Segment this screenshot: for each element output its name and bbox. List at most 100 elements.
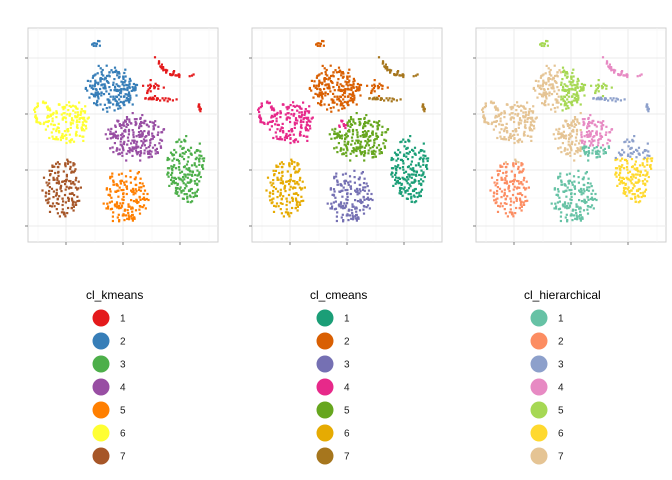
legend-item: 1 bbox=[92, 309, 126, 327]
scatter-point bbox=[508, 190, 511, 193]
scatter-point bbox=[589, 206, 592, 209]
scatter-point bbox=[349, 83, 352, 87]
scatter-point bbox=[282, 215, 285, 218]
scatter-point bbox=[575, 212, 578, 215]
scatter-point bbox=[281, 103, 285, 106]
scatter-point bbox=[289, 141, 292, 145]
scatter-point bbox=[422, 154, 425, 157]
scatter-point bbox=[55, 202, 58, 205]
scatter-point bbox=[639, 192, 642, 195]
scatter-point bbox=[336, 211, 339, 214]
scatter-point bbox=[543, 102, 546, 105]
scatter-point bbox=[107, 81, 110, 84]
scatter-point bbox=[126, 136, 130, 139]
scatter-point bbox=[116, 134, 119, 137]
scatter-point bbox=[281, 166, 284, 169]
scatter-point bbox=[361, 188, 365, 191]
scatter-point bbox=[127, 139, 130, 142]
scatter-point bbox=[360, 153, 363, 156]
scatter-point bbox=[642, 194, 645, 197]
scatter-point bbox=[367, 144, 370, 147]
scatter-point bbox=[178, 168, 181, 171]
scatter-point bbox=[354, 199, 357, 202]
scatter-point bbox=[643, 194, 646, 198]
scatter-point bbox=[294, 182, 297, 185]
scatter-point bbox=[392, 184, 395, 187]
scatter-point bbox=[569, 154, 572, 157]
scatter-point bbox=[388, 68, 391, 71]
scatter-point bbox=[555, 128, 558, 131]
scatter-point bbox=[500, 178, 503, 181]
scatter-point bbox=[581, 217, 584, 220]
scatter-point bbox=[71, 192, 74, 195]
scatter-point bbox=[109, 137, 112, 140]
scatter-point bbox=[415, 170, 418, 173]
scatter-point bbox=[372, 156, 375, 159]
scatter-point bbox=[376, 96, 379, 99]
scatter-point bbox=[187, 181, 190, 184]
scatter-point bbox=[115, 149, 118, 152]
scatter-point bbox=[618, 167, 622, 170]
scatter-point bbox=[129, 79, 132, 82]
scatter-point bbox=[610, 69, 613, 72]
scatter-point bbox=[364, 152, 367, 155]
scatter-point bbox=[579, 217, 582, 220]
scatter-point bbox=[416, 73, 419, 76]
scatter-point bbox=[520, 209, 523, 212]
scatter-point bbox=[55, 116, 58, 119]
scatter-point bbox=[60, 211, 63, 214]
scatter-point bbox=[173, 148, 176, 152]
scatter-point bbox=[306, 139, 309, 142]
scatter-point bbox=[319, 42, 322, 45]
scatter-point bbox=[130, 89, 133, 92]
scatter-point bbox=[339, 184, 342, 187]
scatter-point bbox=[127, 212, 130, 215]
scatter-point bbox=[577, 122, 580, 125]
scatter-point bbox=[391, 97, 394, 100]
scatter-point bbox=[358, 178, 361, 181]
scatter-point bbox=[44, 195, 47, 198]
scatter-point bbox=[111, 146, 114, 149]
scatter-point bbox=[122, 102, 125, 105]
scatter-point bbox=[115, 95, 118, 98]
scatter-point bbox=[394, 167, 398, 170]
scatter-point bbox=[151, 146, 155, 149]
scatter-point bbox=[572, 128, 575, 131]
scatter-point bbox=[416, 195, 419, 199]
scatter-point bbox=[550, 108, 553, 111]
scatter-point bbox=[57, 171, 60, 174]
scatter-point bbox=[72, 182, 75, 185]
scatter-point bbox=[510, 180, 513, 183]
scatter-point bbox=[602, 82, 605, 85]
scatter-point bbox=[503, 188, 506, 191]
scatter-point bbox=[279, 138, 282, 141]
scatter-point bbox=[580, 89, 583, 92]
scatter-point bbox=[318, 81, 322, 84]
scatter-point bbox=[100, 84, 103, 87]
scatter-point bbox=[68, 101, 71, 104]
scatter-point bbox=[512, 183, 515, 186]
legend-key bbox=[92, 355, 110, 373]
scatter-point bbox=[56, 197, 59, 200]
scatter-point bbox=[555, 99, 558, 102]
scatter-point bbox=[577, 169, 580, 172]
scatter-point bbox=[123, 104, 126, 107]
scatter-point bbox=[544, 72, 547, 75]
scatter-point bbox=[544, 91, 547, 94]
scatter-point bbox=[55, 191, 58, 194]
scatter-point bbox=[69, 165, 72, 168]
scatter-point bbox=[554, 202, 557, 205]
scatter-point bbox=[367, 140, 370, 143]
scatter-point bbox=[197, 105, 200, 108]
scatter-point bbox=[141, 131, 144, 134]
scatter-point bbox=[555, 193, 558, 196]
scatter-point bbox=[557, 89, 560, 92]
scatter-point bbox=[340, 74, 343, 77]
scatter-point bbox=[295, 104, 298, 107]
scatter-point bbox=[573, 83, 576, 87]
scatter-point bbox=[138, 125, 141, 128]
scatter-point bbox=[155, 147, 158, 150]
scatter-point bbox=[400, 74, 403, 77]
scatter-point bbox=[519, 203, 522, 206]
scatter-point bbox=[42, 176, 46, 179]
